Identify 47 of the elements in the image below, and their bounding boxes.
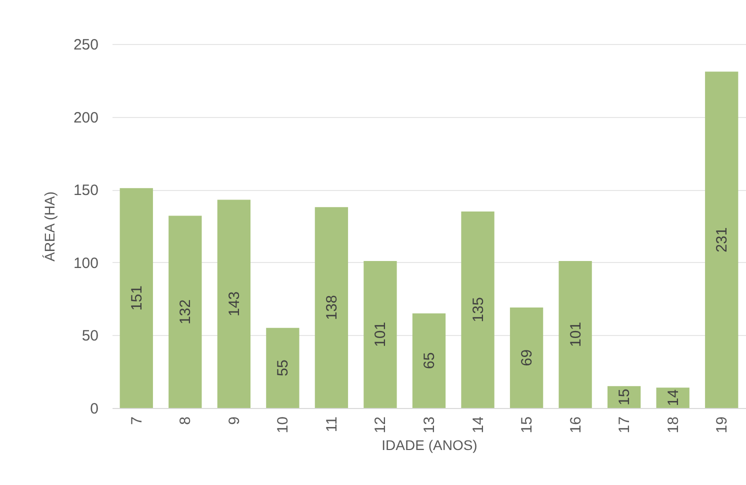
data-label: 231 [714, 227, 731, 252]
bar [510, 308, 544, 408]
y-tick-label: 100 [73, 254, 98, 272]
bar [558, 260, 592, 408]
x-tick-label: 15 [518, 416, 536, 434]
y-tick-label: 50 [82, 328, 98, 345]
y-tick-label: 200 [73, 109, 98, 126]
y-tick-label: 0 [90, 400, 98, 418]
x-tick-label: 10 [274, 416, 292, 434]
bar [364, 260, 397, 408]
bar [120, 188, 153, 408]
data-label: 69 [518, 349, 536, 366]
y-axis-title: ÁREA (HA) [41, 191, 58, 262]
data-label: 132 [177, 299, 194, 324]
bar [607, 386, 641, 408]
x-tick-label: 13 [421, 416, 438, 434]
x-tick-label: 14 [470, 416, 487, 434]
x-tick-label: 18 [664, 416, 682, 434]
bar [314, 207, 348, 408]
y-tick-label: 250 [73, 36, 98, 54]
data-label: 15 [616, 388, 634, 406]
data-label: 151 [128, 286, 146, 311]
x-axis-title: IDADE (ANOS) [382, 437, 478, 454]
data-label: 14 [664, 389, 682, 406]
x-tick-label: 17 [616, 416, 634, 434]
bar [656, 388, 690, 408]
x-tick-label: 7 [128, 416, 146, 425]
x-tick-label: 11 [323, 416, 340, 432]
data-label: 101 [567, 322, 584, 347]
data-label: 135 [470, 297, 487, 322]
x-tick-label: 8 [177, 416, 194, 425]
bar [168, 216, 202, 408]
bar [705, 72, 738, 408]
bar [412, 313, 446, 408]
x-tick-label: 16 [567, 416, 584, 434]
x-tick-label: 9 [226, 416, 243, 425]
data-label: 138 [323, 295, 340, 320]
y-tick-label: 150 [73, 182, 98, 200]
bar [266, 328, 300, 408]
x-tick-label: 19 [714, 416, 731, 434]
bar [461, 211, 494, 408]
bar [217, 200, 251, 408]
data-label: 55 [274, 360, 292, 376]
data-label: 65 [421, 352, 438, 370]
data-label: 101 [372, 322, 390, 347]
data-label: 143 [226, 291, 243, 316]
x-tick-label: 12 [372, 416, 390, 434]
